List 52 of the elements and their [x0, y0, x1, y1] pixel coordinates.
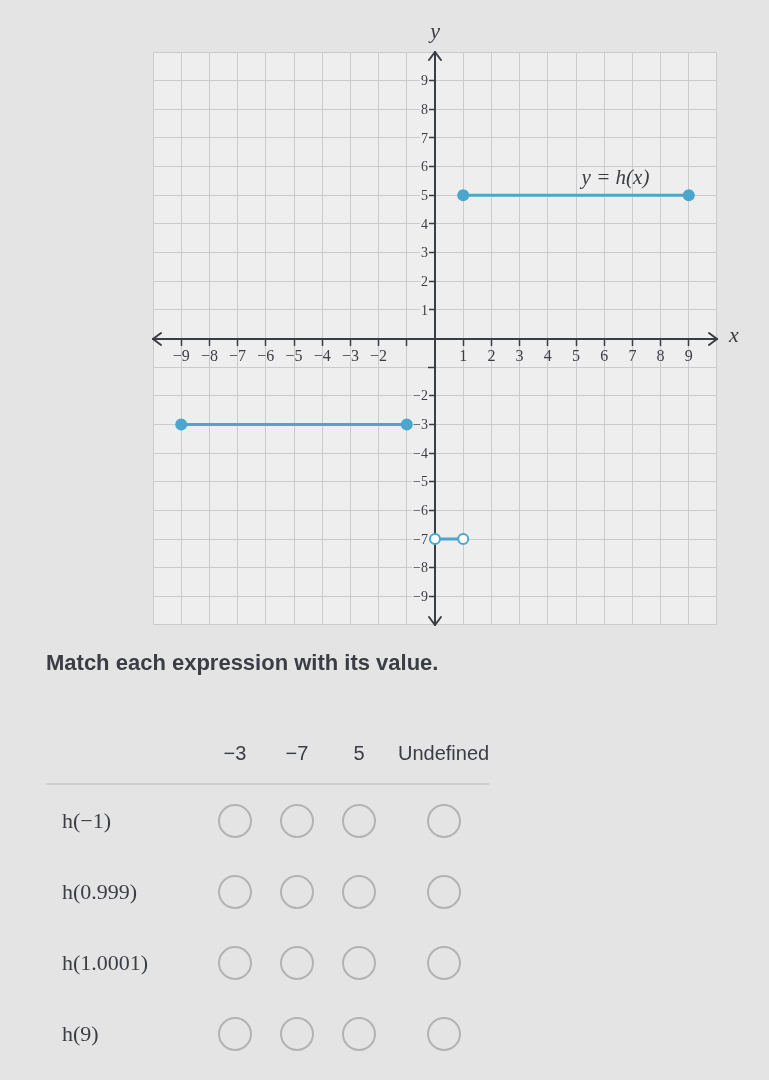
annotation: y = h(x) — [579, 164, 650, 189]
point — [457, 533, 470, 546]
x-tick-label: −5 — [285, 347, 303, 365]
category-label: h(−1) — [62, 807, 112, 833]
y-tick-label: 6 — [421, 159, 428, 175]
y-tick-label: 2 — [421, 273, 428, 289]
y-tick-label: 7 — [421, 130, 428, 146]
x-tick-label: −6 — [257, 347, 275, 365]
y-axis-title: y — [428, 17, 441, 43]
x-tick-label: 6 — [600, 347, 609, 365]
x-tick-label: −9 — [172, 347, 190, 365]
category-label: −7 — [285, 740, 309, 765]
x-axis-title: x — [728, 322, 739, 348]
x-tick-label: −4 — [313, 347, 331, 365]
y-tick-label: −3 — [413, 417, 428, 433]
y-tick-label: −2 — [413, 388, 428, 404]
category-label: −3 — [223, 740, 247, 765]
y-tick-label: 8 — [421, 101, 428, 117]
category-label: h(1.0001) — [62, 949, 149, 975]
category-label: h(0.999) — [62, 878, 138, 904]
y-tick-label: 5 — [421, 187, 428, 203]
y-tick-label: −5 — [413, 474, 428, 490]
y-tick-label: 4 — [421, 216, 428, 232]
x-tick-label: 5 — [572, 347, 580, 365]
y-tick-label: 3 — [421, 245, 428, 261]
x-tick-label: 4 — [543, 347, 552, 365]
x-tick-label: −3 — [341, 347, 359, 365]
x-tick-label: 9 — [684, 347, 693, 365]
category-label: Undefined — [398, 740, 490, 765]
x-tick-label: −2 — [370, 347, 388, 365]
x-tick-label: 7 — [628, 347, 637, 365]
y-tick-label: −7 — [413, 531, 428, 547]
x-tick-label: 8 — [656, 347, 665, 365]
point — [175, 418, 188, 431]
x-tick-label: −8 — [200, 347, 218, 365]
x-tick-label: 2 — [487, 347, 496, 365]
point — [429, 533, 441, 546]
y-tick-label: −4 — [413, 445, 428, 461]
point — [682, 189, 695, 202]
point — [400, 418, 413, 431]
y-tick-label: 9 — [421, 73, 428, 89]
y-tick-label: −6 — [413, 503, 428, 519]
y-tick-label: −8 — [413, 560, 428, 576]
text: Match each expression with its value. — [46, 650, 439, 676]
x-tick-label: 3 — [515, 347, 524, 365]
y-tick-label: −9 — [413, 589, 428, 605]
y-tick-label: 1 — [421, 302, 428, 318]
category-label: h(9) — [62, 1020, 99, 1046]
category-label: 5 — [353, 740, 365, 765]
point — [457, 189, 470, 202]
x-tick-label: 1 — [459, 347, 468, 365]
x-tick-label: −7 — [229, 347, 247, 365]
